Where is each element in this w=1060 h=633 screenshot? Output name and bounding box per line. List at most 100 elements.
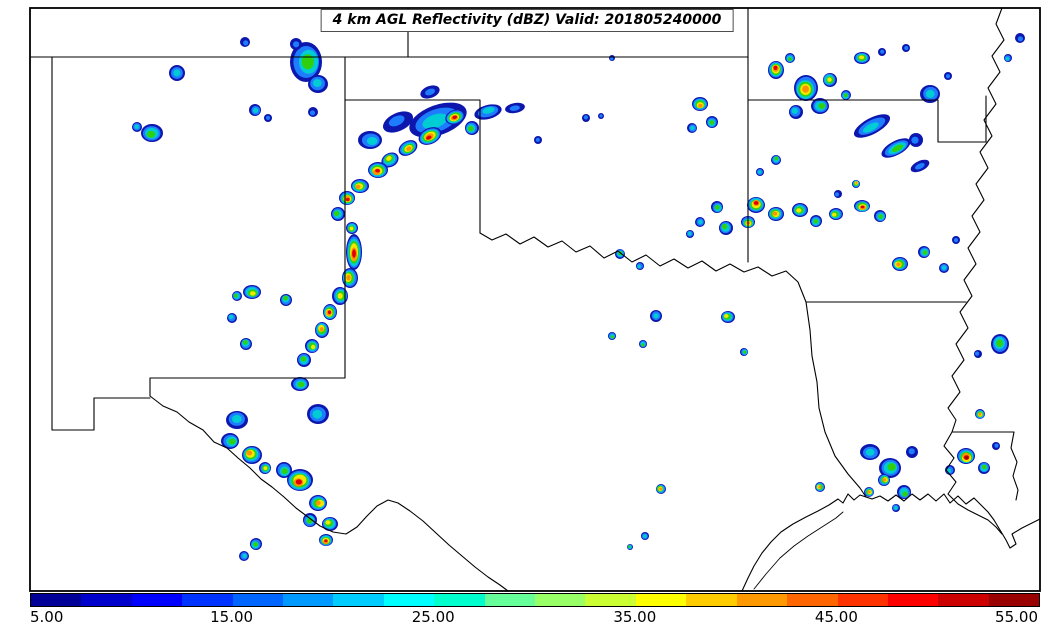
storm-cell	[232, 291, 242, 301]
storm-cell	[465, 121, 479, 135]
storm-cell	[615, 249, 625, 259]
storm-cell	[358, 131, 382, 149]
red-river-border-path	[479, 232, 867, 498]
storm-cell	[308, 75, 328, 93]
storm-cell	[322, 517, 338, 531]
storm-cell	[291, 377, 309, 391]
colorbar-segment	[887, 594, 939, 606]
colorbar-segment	[837, 594, 888, 606]
storm-cell	[944, 72, 952, 80]
storm-cell	[332, 287, 348, 305]
colorbar-segment	[736, 594, 788, 606]
storm-cell	[815, 482, 825, 492]
storm-cell	[939, 263, 949, 273]
storm-cell	[290, 42, 322, 82]
storm-cell	[881, 138, 911, 158]
storm-cell	[346, 234, 362, 270]
storm-cell	[854, 200, 870, 212]
storm-cell	[474, 104, 502, 120]
storm-cell	[641, 532, 649, 540]
storm-cell	[639, 340, 647, 348]
colorbar-segment	[938, 594, 989, 606]
storm-cell	[368, 162, 388, 178]
storm-cell	[132, 122, 142, 132]
storm-cell	[719, 221, 733, 235]
storm-cell	[823, 73, 837, 87]
storm-cell	[636, 262, 644, 270]
storm-cell	[227, 313, 237, 323]
storm-cell	[747, 197, 765, 213]
storm-cell	[297, 353, 311, 367]
storm-cell	[169, 65, 185, 81]
storm-cell	[1015, 33, 1025, 43]
storm-cell	[381, 152, 399, 168]
storm-cell	[711, 201, 723, 213]
colorbar-segment	[787, 594, 838, 606]
colorbar-tick-label: 5.00	[30, 608, 64, 626]
storm-cell	[264, 114, 272, 122]
storm-cell	[331, 207, 345, 221]
colorbar-segment	[434, 594, 485, 606]
storm-cell	[315, 322, 329, 338]
rio-grande-border-path	[149, 395, 509, 592]
colorbar-segment	[484, 594, 536, 606]
colorbar-segment	[232, 594, 284, 606]
storm-cell	[785, 53, 795, 63]
storm-cell	[792, 203, 808, 217]
storm-cell	[878, 48, 886, 56]
storm-cell	[841, 90, 851, 100]
storm-cell	[853, 114, 891, 138]
storm-cell	[398, 140, 418, 156]
colorbar-segment	[283, 594, 334, 606]
colorbar-segment	[182, 594, 233, 606]
storm-cell	[854, 52, 870, 64]
storm-cell	[309, 495, 327, 511]
storm-cell	[346, 222, 358, 234]
storm-cell	[418, 127, 442, 145]
storm-cell	[692, 97, 708, 111]
storm-cell	[319, 534, 333, 546]
storm-cell	[249, 104, 261, 116]
storm-cell	[342, 268, 358, 288]
storm-cell	[1004, 54, 1012, 62]
storm-cell	[627, 544, 633, 550]
colorbar	[30, 593, 1040, 607]
storm-cell	[608, 332, 616, 340]
storm-cell	[892, 257, 908, 271]
storm-cell	[811, 98, 829, 114]
storm-cell	[240, 37, 250, 47]
storm-cell	[287, 469, 313, 491]
storm-cell	[339, 191, 355, 205]
storm-cell	[991, 334, 1009, 354]
storm-cell	[834, 190, 842, 198]
storm-cells-layer	[132, 33, 1025, 561]
storm-cell	[909, 133, 923, 147]
storm-cell	[687, 123, 697, 133]
colorbar-tick-label: 55.00	[995, 608, 1038, 626]
storm-cell	[598, 113, 604, 119]
storm-cell	[902, 44, 910, 52]
state-borders-path	[29, 7, 1019, 501]
colorbar-segment	[383, 594, 435, 606]
storm-cell	[874, 210, 886, 222]
barrier-island-path	[753, 511, 844, 590]
storm-cell	[829, 208, 843, 220]
storm-cell	[906, 446, 918, 458]
state-boundaries	[29, 7, 1041, 592]
storm-cell	[351, 179, 369, 193]
storm-cell	[878, 474, 890, 486]
storm-cell	[879, 458, 901, 478]
storm-cell	[852, 180, 860, 188]
storm-cell	[789, 105, 803, 119]
storm-cell	[740, 348, 748, 356]
storm-cell	[307, 404, 329, 424]
storm-cell	[226, 411, 248, 429]
colorbar-segment	[585, 594, 636, 606]
storm-cell	[860, 444, 880, 460]
colorbar-segment	[131, 594, 183, 606]
storm-cell	[242, 446, 262, 464]
storm-cell	[650, 310, 662, 322]
storm-cell	[308, 107, 318, 117]
storm-cell	[276, 462, 292, 478]
